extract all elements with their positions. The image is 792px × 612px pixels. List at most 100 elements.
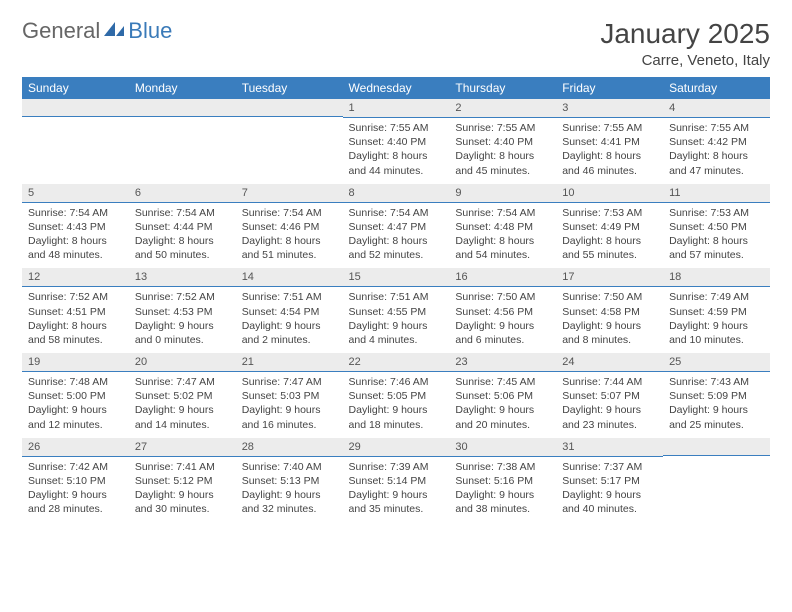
sunset-line: Sunset: 5:05 PM	[349, 389, 444, 403]
sunrise-label: Sunrise:	[562, 122, 601, 134]
sunrise-line: Sunrise: 7:45 AM	[455, 375, 550, 389]
daylight-label: Daylight:	[455, 489, 496, 501]
sunset-line: Sunset: 4:51 PM	[28, 305, 123, 319]
day-number-band: 18	[663, 268, 770, 287]
day-number-band: 5	[22, 184, 129, 203]
sunrise-label: Sunrise:	[349, 122, 388, 134]
sunset-label: Sunset:	[669, 136, 705, 148]
daylight-line: Daylight: 8 hours and 52 minutes.	[349, 234, 444, 262]
day-content: Sunrise: 7:47 AMSunset: 5:03 PMDaylight:…	[236, 372, 343, 438]
daylight-label: Daylight:	[562, 489, 603, 501]
day-content: Sunrise: 7:54 AMSunset: 4:47 PMDaylight:…	[343, 203, 450, 269]
sunset-line: Sunset: 4:47 PM	[349, 220, 444, 234]
day-number: 16	[455, 271, 467, 283]
sunset-value: 5:12 PM	[173, 475, 212, 487]
sunrise-line: Sunrise: 7:39 AM	[349, 460, 444, 474]
sunrise-label: Sunrise:	[349, 376, 388, 388]
sunrise-label: Sunrise:	[349, 207, 388, 219]
day-number: 5	[28, 187, 34, 199]
day-number-band: 28	[236, 438, 343, 457]
daylight-label: Daylight:	[242, 320, 283, 332]
sunrise-line: Sunrise: 7:50 AM	[562, 290, 657, 304]
day-number: 4	[669, 102, 675, 114]
day-content: Sunrise: 7:50 AMSunset: 4:56 PMDaylight:…	[449, 287, 556, 353]
daylight-line: Daylight: 9 hours and 14 minutes.	[135, 403, 230, 431]
sunrise-value: 7:53 AM	[711, 207, 750, 219]
dow-header: Wednesday	[343, 77, 450, 99]
day-number-band: 11	[663, 184, 770, 203]
day-number: 8	[349, 187, 355, 199]
sunrise-line: Sunrise: 7:54 AM	[135, 206, 230, 220]
day-number-band: 6	[129, 184, 236, 203]
calendar-day-cell: 28Sunrise: 7:40 AMSunset: 5:13 PMDayligh…	[236, 438, 343, 523]
day-number-band: 20	[129, 353, 236, 372]
sunset-label: Sunset:	[28, 306, 64, 318]
day-number-band: 14	[236, 268, 343, 287]
sunset-value: 5:07 PM	[601, 390, 640, 402]
daylight-label: Daylight:	[562, 320, 603, 332]
sunrise-label: Sunrise:	[28, 376, 67, 388]
day-number: 29	[349, 441, 361, 453]
daylight-line: Daylight: 8 hours and 54 minutes.	[455, 234, 550, 262]
daylight-label: Daylight:	[455, 404, 496, 416]
page-title: January 2025	[600, 18, 770, 50]
sunrise-value: 7:54 AM	[69, 207, 108, 219]
sunset-line: Sunset: 4:54 PM	[242, 305, 337, 319]
day-content: Sunrise: 7:52 AMSunset: 4:51 PMDaylight:…	[22, 287, 129, 353]
sunset-line: Sunset: 4:50 PM	[669, 220, 764, 234]
day-content: Sunrise: 7:41 AMSunset: 5:12 PMDaylight:…	[129, 457, 236, 523]
daylight-label: Daylight:	[669, 150, 710, 162]
day-content: Sunrise: 7:54 AMSunset: 4:43 PMDaylight:…	[22, 203, 129, 269]
day-number-band: 12	[22, 268, 129, 287]
sunrise-value: 7:42 AM	[69, 461, 108, 473]
sunrise-line: Sunrise: 7:51 AM	[242, 290, 337, 304]
sunrise-line: Sunrise: 7:55 AM	[562, 121, 657, 135]
sunset-line: Sunset: 5:07 PM	[562, 389, 657, 403]
day-content: Sunrise: 7:48 AMSunset: 5:00 PMDaylight:…	[22, 372, 129, 438]
sunrise-value: 7:45 AM	[497, 376, 536, 388]
sunrise-line: Sunrise: 7:54 AM	[349, 206, 444, 220]
sunset-line: Sunset: 4:42 PM	[669, 135, 764, 149]
sunset-line: Sunset: 4:46 PM	[242, 220, 337, 234]
sunset-line: Sunset: 5:09 PM	[669, 389, 764, 403]
sunset-line: Sunset: 4:44 PM	[135, 220, 230, 234]
calendar-day-cell: 6 Sunrise: 7:54 AMSunset: 4:44 PMDaylight…	[129, 184, 236, 269]
day-content: Sunrise: 7:54 AMSunset: 4:46 PMDaylight:…	[236, 203, 343, 269]
day-content	[663, 456, 770, 514]
sunrise-label: Sunrise:	[455, 122, 494, 134]
day-number-band: 1	[343, 99, 450, 118]
calendar-day-cell: 24Sunrise: 7:44 AMSunset: 5:07 PMDayligh…	[556, 353, 663, 438]
sunrise-line: Sunrise: 7:53 AM	[669, 206, 764, 220]
sunset-value: 4:40 PM	[387, 136, 426, 148]
calendar-day-cell: 21Sunrise: 7:47 AMSunset: 5:03 PMDayligh…	[236, 353, 343, 438]
sunrise-value: 7:55 AM	[604, 122, 643, 134]
day-content: Sunrise: 7:44 AMSunset: 5:07 PMDaylight:…	[556, 372, 663, 438]
sunset-line: Sunset: 5:06 PM	[455, 389, 550, 403]
calendar-day-cell: 22Sunrise: 7:46 AMSunset: 5:05 PMDayligh…	[343, 353, 450, 438]
sunset-line: Sunset: 4:41 PM	[562, 135, 657, 149]
calendar-day-cell: 13Sunrise: 7:52 AMSunset: 4:53 PMDayligh…	[129, 268, 236, 353]
sunrise-value: 7:47 AM	[283, 376, 322, 388]
day-content	[129, 117, 236, 175]
sunrise-value: 7:41 AM	[176, 461, 215, 473]
calendar-table: Sunday Monday Tuesday Wednesday Thursday…	[22, 77, 770, 522]
sunset-line: Sunset: 5:13 PM	[242, 474, 337, 488]
sunrise-line: Sunrise: 7:43 AM	[669, 375, 764, 389]
sunset-label: Sunset:	[455, 221, 491, 233]
sunset-value: 4:50 PM	[708, 221, 747, 233]
sunrise-line: Sunrise: 7:50 AM	[455, 290, 550, 304]
daylight-label: Daylight:	[135, 489, 176, 501]
sunset-label: Sunset:	[562, 306, 598, 318]
sunset-line: Sunset: 5:16 PM	[455, 474, 550, 488]
daylight-line: Daylight: 9 hours and 28 minutes.	[28, 488, 123, 516]
daylight-line: Daylight: 8 hours and 50 minutes.	[135, 234, 230, 262]
daylight-line: Daylight: 9 hours and 8 minutes.	[562, 319, 657, 347]
sunrise-line: Sunrise: 7:54 AM	[28, 206, 123, 220]
daylight-line: Daylight: 8 hours and 45 minutes.	[455, 149, 550, 177]
sunrise-label: Sunrise:	[28, 207, 67, 219]
daylight-label: Daylight:	[135, 320, 176, 332]
daylight-line: Daylight: 9 hours and 32 minutes.	[242, 488, 337, 516]
sunrise-line: Sunrise: 7:53 AM	[562, 206, 657, 220]
sunrise-value: 7:54 AM	[283, 207, 322, 219]
day-content: Sunrise: 7:52 AMSunset: 4:53 PMDaylight:…	[129, 287, 236, 353]
